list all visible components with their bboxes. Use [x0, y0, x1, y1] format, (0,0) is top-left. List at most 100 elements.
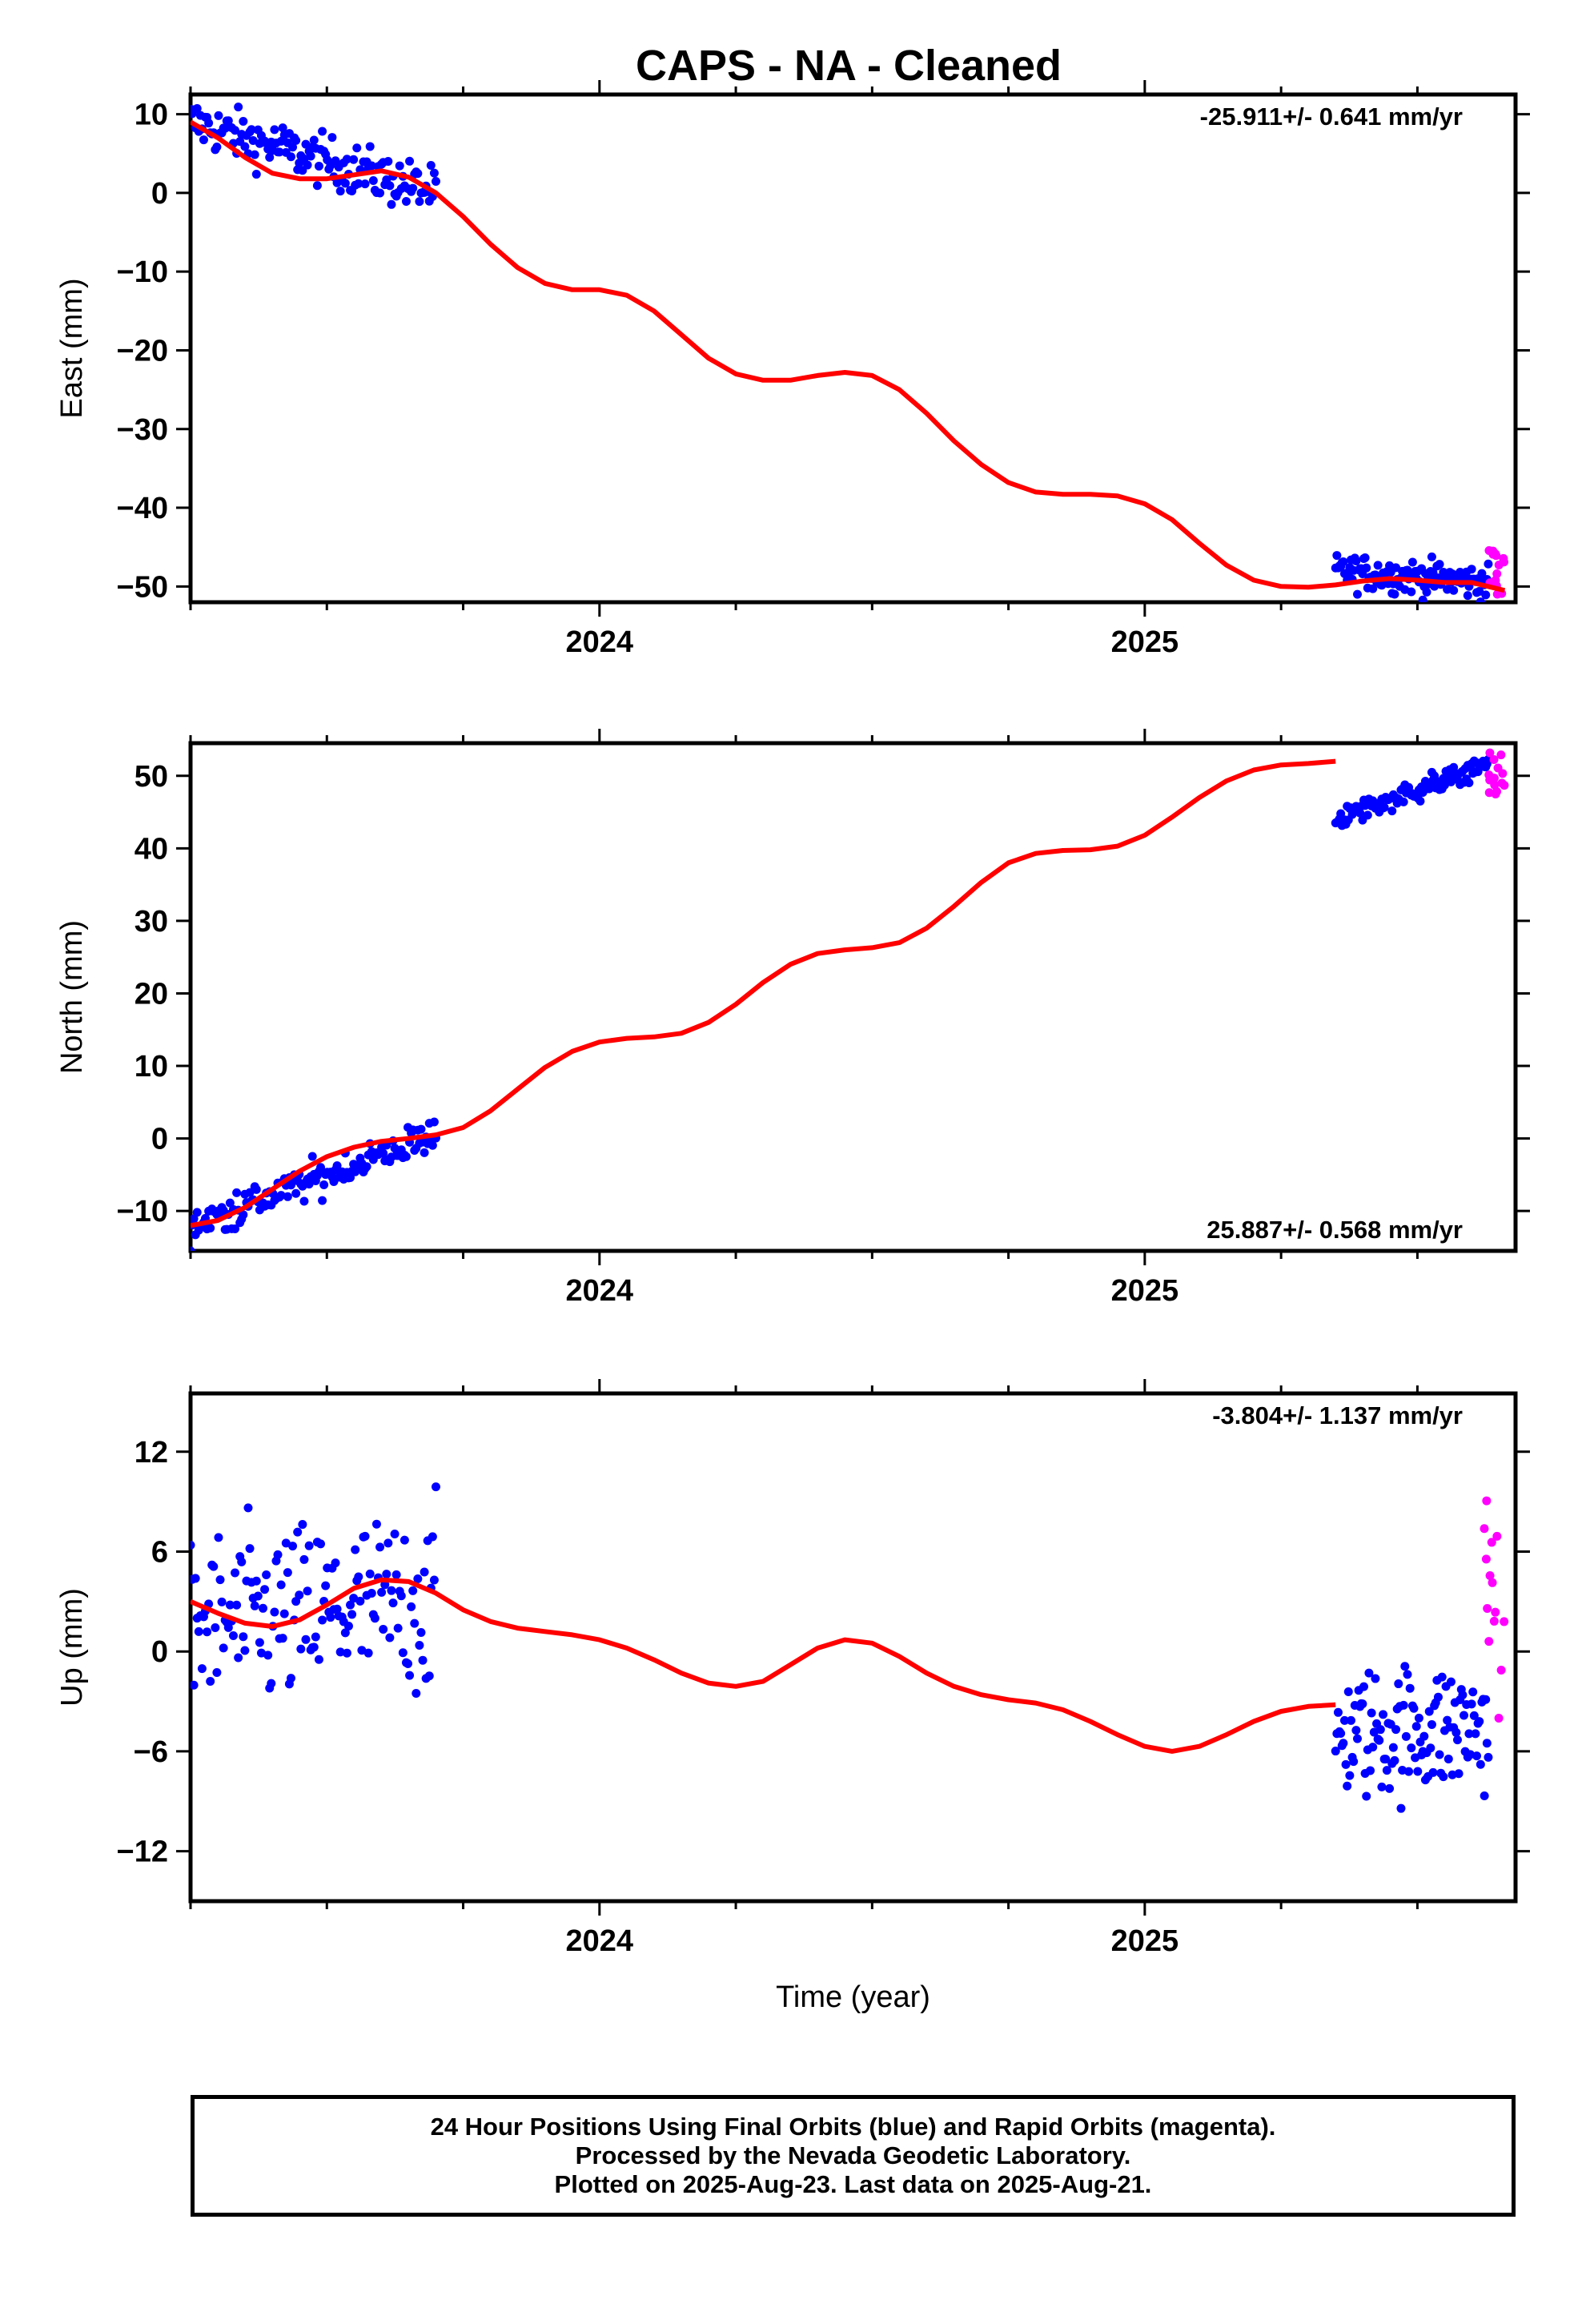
final-orbit-point: [239, 1632, 248, 1642]
panel-north-points: [191, 748, 1509, 1251]
y-tick-label: 12: [135, 1436, 168, 1470]
final-orbit-point: [420, 1567, 429, 1577]
final-orbit-point: [199, 135, 208, 145]
rapid-orbit-point: [1500, 1617, 1509, 1626]
final-orbit-point: [385, 181, 395, 191]
rapid-orbit-point: [1498, 769, 1508, 778]
y-axis-label-east: East (mm): [55, 278, 89, 418]
final-orbit-point: [228, 1631, 238, 1641]
rapid-orbit-point: [1484, 1637, 1494, 1647]
final-orbit-point: [426, 161, 436, 171]
chart-title: CAPS - NA - Cleaned: [636, 42, 1062, 90]
final-orbit-point: [303, 1586, 312, 1596]
final-orbit-point: [234, 1653, 243, 1663]
final-orbit-point: [1452, 1727, 1461, 1737]
final-orbit-point: [315, 1539, 325, 1549]
final-orbit-point: [363, 1648, 373, 1658]
x-tick-label-2024: 2024: [566, 625, 634, 659]
final-orbit-point: [405, 156, 415, 166]
final-orbit-point: [307, 1152, 317, 1161]
final-orbit-point: [1469, 1711, 1479, 1720]
final-orbit-point: [1333, 1707, 1343, 1717]
final-orbit-point: [1331, 1747, 1340, 1756]
final-orbit-point: [231, 126, 240, 135]
final-orbit-point: [1428, 1767, 1438, 1777]
final-orbit-point: [215, 1575, 225, 1585]
final-orbit-point: [1388, 1743, 1398, 1752]
final-orbit-point: [1459, 1711, 1468, 1720]
final-orbit-point: [1443, 1715, 1452, 1725]
final-orbit-point: [383, 157, 393, 167]
final-orbit-point: [1349, 1757, 1359, 1767]
final-orbit-point: [1339, 1715, 1349, 1725]
final-orbit-point: [291, 135, 301, 145]
final-orbit-point: [1480, 1791, 1489, 1801]
rapid-orbit-point: [1489, 1616, 1499, 1626]
final-orbit-point: [1464, 778, 1474, 788]
final-orbit-point: [351, 1545, 360, 1554]
final-orbit-point: [415, 1640, 424, 1650]
final-orbit-point: [1399, 1700, 1408, 1710]
rapid-orbit-point: [1482, 1496, 1492, 1506]
final-orbit-point: [1391, 563, 1401, 573]
final-orbit-point: [270, 1607, 279, 1617]
final-orbit-point: [1381, 1755, 1391, 1764]
rapid-orbit-point: [1494, 1713, 1504, 1723]
footer-note: 24 Hour Positions Using Final Orbits (bl…: [191, 2095, 1516, 2217]
final-orbit-point: [1427, 1719, 1436, 1729]
final-orbit-point: [418, 1655, 428, 1665]
panel-east: 2024 2025 10 0 −10 −20 −30 −40 −50 East (mm) -25.9…: [55, 80, 1530, 659]
final-orbit-point: [299, 1554, 309, 1564]
final-orbit-point: [1482, 1739, 1492, 1748]
final-orbit-point: [1407, 557, 1417, 567]
final-orbit-point: [1375, 1725, 1385, 1735]
rapid-orbit-point: [1492, 1531, 1502, 1541]
final-orbit-point: [1345, 1771, 1355, 1780]
final-orbit-point: [379, 1148, 388, 1158]
final-orbit-point: [405, 1671, 415, 1680]
x-tick-label-2024: 2024: [566, 1274, 634, 1308]
final-orbit-point: [424, 1671, 434, 1681]
model-fit-curve-east: [191, 119, 1506, 593]
final-orbit-point: [279, 1609, 289, 1618]
final-orbit-point: [197, 1664, 207, 1674]
final-orbit-point: [245, 1544, 255, 1554]
final-orbit-point: [368, 175, 378, 185]
rapid-orbit-point: [1488, 546, 1498, 556]
x-tick-label-2025: 2025: [1111, 625, 1179, 659]
final-orbit-point: [318, 1615, 327, 1625]
final-orbit-point: [1358, 1699, 1367, 1709]
final-orbit-point: [416, 1124, 426, 1134]
final-orbit-point: [288, 143, 298, 152]
panel-up-points: [191, 1482, 1509, 1813]
final-orbit-point: [240, 1646, 250, 1655]
final-orbit-point: [1424, 1707, 1434, 1716]
final-orbit-point: [231, 1224, 240, 1234]
final-orbit-point: [347, 1610, 357, 1619]
final-orbit-point: [1339, 557, 1348, 567]
footer-line-processor: Processed by the Nevada Geodetic Laborat…: [575, 2141, 1131, 2169]
y-tick-label: −10: [117, 1195, 168, 1228]
final-orbit-point: [192, 1208, 202, 1217]
final-orbit-point: [349, 1594, 359, 1603]
final-orbit-point: [1430, 771, 1439, 781]
final-orbit-point: [383, 1538, 393, 1548]
final-orbit-point: [295, 1590, 304, 1600]
final-orbit-point: [203, 1627, 212, 1637]
final-orbit-point: [1343, 1781, 1352, 1791]
final-orbit-point: [309, 1642, 319, 1652]
final-orbit-point: [219, 1643, 228, 1653]
final-orbit-point: [1409, 1703, 1419, 1713]
final-orbit-point: [206, 1676, 215, 1686]
final-orbit-point: [1452, 1735, 1462, 1745]
final-orbit-point: [398, 1648, 408, 1658]
final-orbit-point: [1464, 1729, 1474, 1739]
final-orbit-point: [1443, 1754, 1453, 1763]
final-orbit-point: [371, 1519, 381, 1529]
final-orbit-point: [1435, 560, 1444, 569]
rapid-orbit-point: [1485, 1571, 1495, 1581]
final-orbit-point: [286, 1180, 295, 1190]
rate-label-north: 25.887+/- 0.568 mm/yr: [1207, 1216, 1463, 1244]
final-orbit-point: [1399, 797, 1408, 806]
final-orbit-point: [318, 1196, 327, 1205]
